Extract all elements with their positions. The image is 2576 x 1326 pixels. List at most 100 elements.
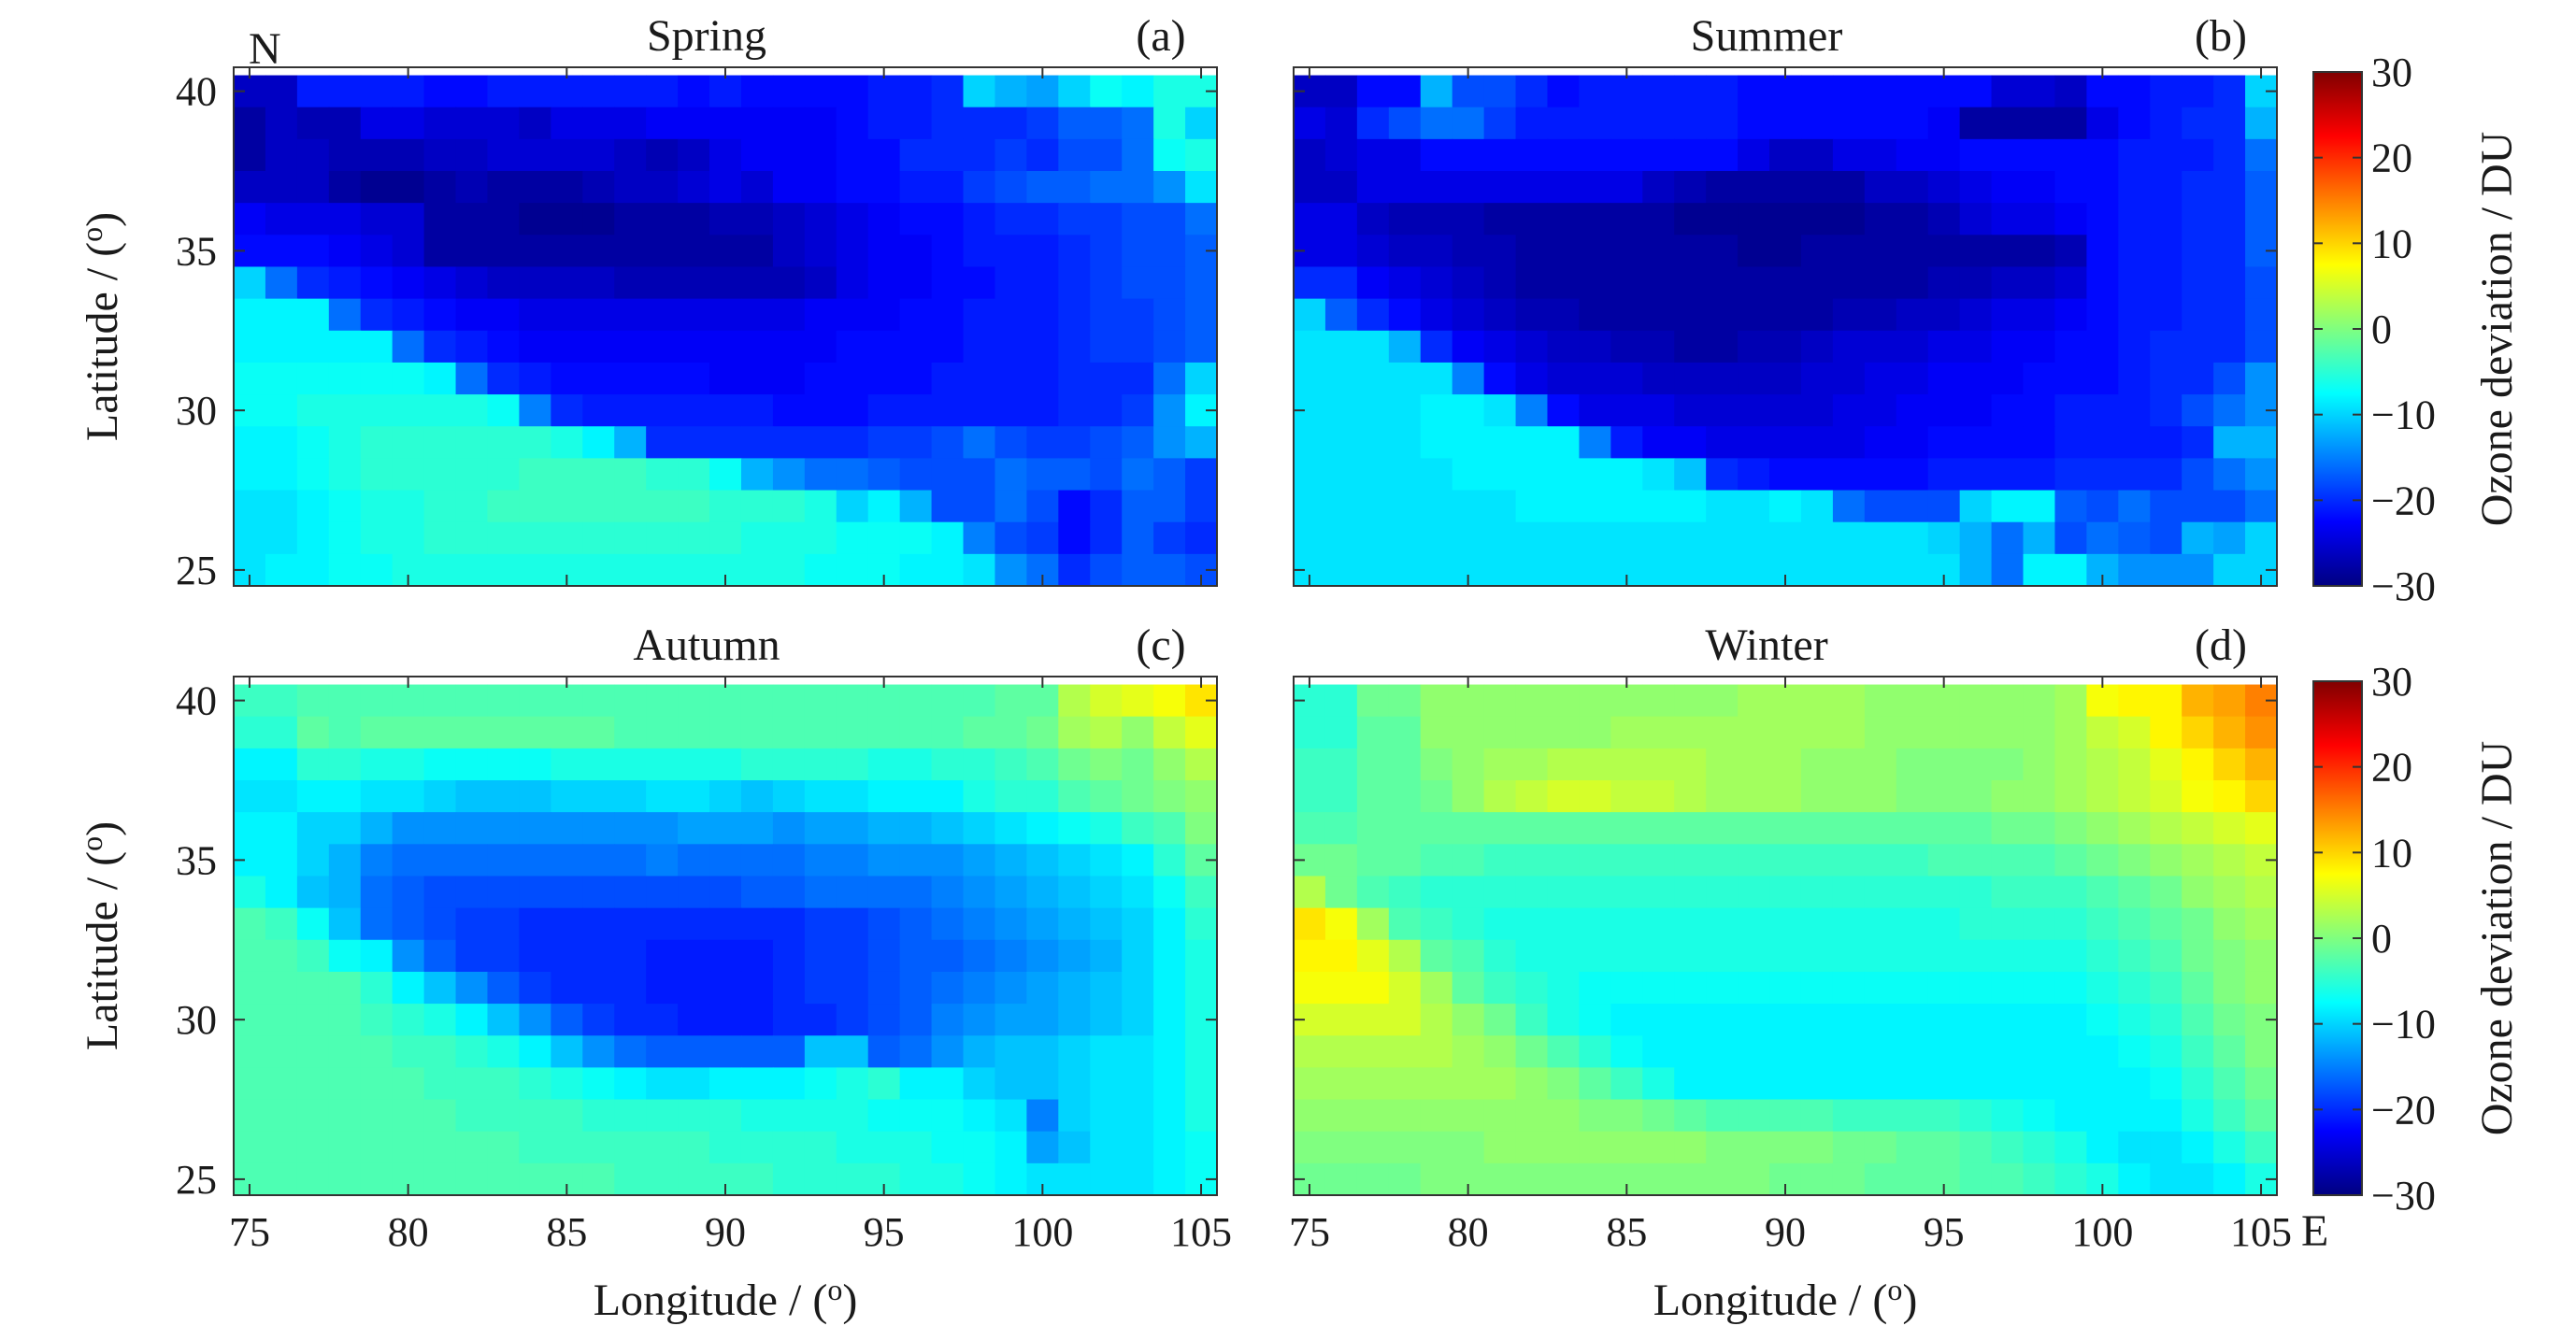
heatmap-cell [709, 748, 742, 781]
heatmap-cell [392, 907, 425, 941]
heatmap-cell [1927, 75, 1961, 108]
heatmap-cell [1483, 458, 1517, 492]
heatmap-cell [614, 1067, 647, 1101]
heatmap-cell [423, 684, 457, 718]
heatmap-cell [772, 458, 806, 492]
heatmap-cell [646, 716, 679, 749]
heatmap-cell [1642, 780, 1675, 813]
heatmap-cell [1706, 1131, 1739, 1164]
heatmap-cell [1420, 971, 1453, 1005]
heatmap-cell [2182, 748, 2214, 781]
heatmap-cell [1674, 458, 1707, 492]
heatmap-cell [899, 138, 933, 172]
heatmap-cell [678, 330, 710, 364]
heatmap-cell [836, 235, 869, 268]
heatmap-cell [234, 748, 266, 781]
heatmap-cell [519, 971, 551, 1005]
heatmap-cell [2245, 107, 2278, 140]
heatmap-cell [867, 844, 901, 877]
heatmap-cell [1324, 876, 1358, 909]
heatmap-cell [1483, 107, 1517, 140]
heatmap-cell [551, 876, 583, 909]
heatmap-cell [1122, 1035, 1154, 1068]
heatmap-cell [2023, 330, 2056, 364]
heatmap-cell [234, 362, 266, 395]
heatmap-cell [1610, 939, 1643, 973]
heatmap-cell [1420, 171, 1453, 204]
heatmap-cell [614, 971, 647, 1005]
heatmap-cell [772, 426, 806, 459]
heatmap-cell [646, 490, 679, 523]
heatmap-cell [1388, 138, 1422, 172]
heatmap-cell [995, 171, 1027, 204]
heatmap-cell [1356, 298, 1390, 332]
heatmap-cell [614, 330, 647, 364]
heatmap-cell [1185, 266, 1218, 300]
heatmap-cell [2118, 1162, 2151, 1196]
heatmap-cell [392, 971, 425, 1005]
heatmap-cell [360, 748, 394, 781]
heatmap-cell [804, 939, 837, 973]
heatmap-cell [1388, 748, 1422, 781]
heatmap-cell [360, 1099, 394, 1133]
heatmap-cell [1515, 521, 1549, 555]
heatmap-cell [1864, 812, 1897, 845]
heatmap-cell [678, 876, 710, 909]
heatmap-cell [931, 107, 965, 140]
heatmap-cell [1738, 171, 1770, 204]
heatmap-cell [995, 107, 1027, 140]
heatmap-cell [1515, 844, 1549, 877]
heatmap-cell [1927, 490, 1961, 523]
colorbar-tick-label: −10 [2371, 392, 2436, 438]
heatmap-cell [519, 138, 551, 172]
heatmap-cell [328, 330, 362, 364]
heatmap-cell [1324, 75, 1358, 108]
heatmap-cell [1991, 553, 2025, 587]
heatmap-cell [582, 362, 615, 395]
heatmap-cell [423, 1099, 457, 1133]
heatmap-cell [392, 426, 425, 459]
heatmap-cell [1706, 266, 1739, 300]
heatmap-cell [1026, 1067, 1059, 1101]
heatmap-cell [1294, 971, 1326, 1005]
heatmap-cell [2086, 490, 2119, 523]
heatmap-cell [1706, 1004, 1739, 1036]
heatmap-cell [551, 748, 583, 781]
heatmap-cell [1769, 716, 1802, 749]
heatmap-cell [2118, 235, 2151, 268]
heatmap-cell [1090, 235, 1123, 268]
heatmap-cell [614, 553, 647, 587]
heatmap-cells [1294, 684, 2278, 1196]
heatmap-cell [1452, 138, 1485, 172]
heatmap-cell [2086, 748, 2119, 781]
heatmap-cell [1324, 1162, 1358, 1196]
heatmap-cell [2213, 876, 2246, 909]
heatmap-cell [296, 907, 330, 941]
heatmap-cell [1579, 907, 1611, 941]
heatmap-cell [1674, 844, 1707, 877]
heatmap-cell [1579, 330, 1611, 364]
heatmap-cell [1800, 75, 1834, 108]
heatmap-cell [1642, 458, 1675, 492]
heatmap-cell [1927, 266, 1961, 300]
heatmap-cell [1642, 298, 1675, 332]
heatmap-cell [519, 939, 551, 973]
heatmap-cell [1579, 107, 1611, 140]
heatmap-cell [392, 716, 425, 749]
heatmap-cell [2086, 171, 2119, 204]
heatmap-cell [296, 553, 330, 587]
heatmap-cell [804, 330, 837, 364]
heatmap-cell [2118, 426, 2151, 459]
heatmap-cell [2086, 235, 2119, 268]
heatmap-cell [1420, 521, 1453, 555]
heatmap-cell [2086, 426, 2119, 459]
heatmap-cell [1090, 362, 1123, 395]
heatmap-cell [1515, 876, 1549, 909]
heatmap-cell [1483, 812, 1517, 845]
heatmap-cell [1864, 426, 1897, 459]
heatmap-cell [1026, 1004, 1059, 1036]
heatmap-cell [1153, 1162, 1186, 1196]
heatmap-cell [1991, 235, 2025, 268]
heatmap-cell [519, 684, 551, 718]
